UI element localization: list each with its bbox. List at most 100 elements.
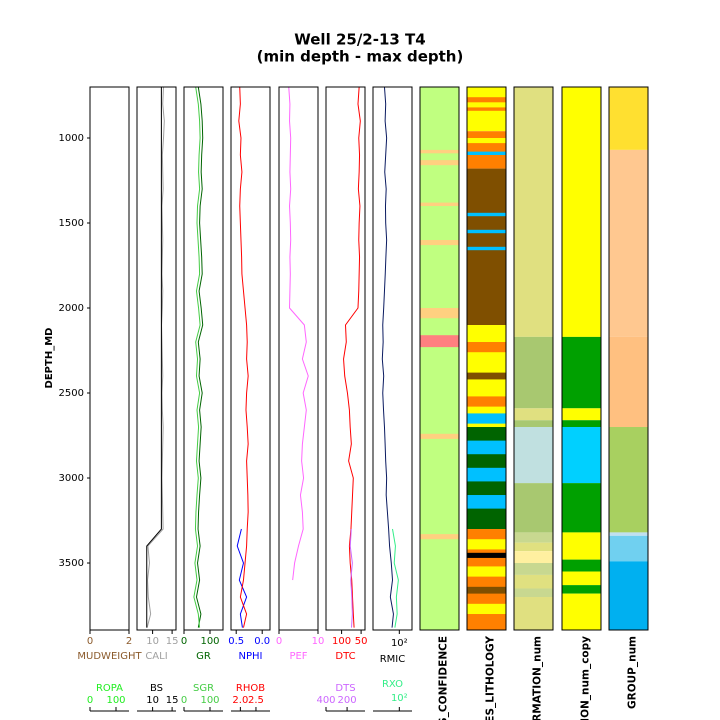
zone-interval bbox=[514, 563, 553, 575]
log-curve bbox=[195, 87, 204, 628]
zone-interval bbox=[514, 408, 553, 421]
x-tick-label: 100 bbox=[200, 636, 219, 647]
x-tick-label: 10 bbox=[146, 695, 159, 706]
curve-name: RXO bbox=[382, 679, 403, 690]
zone-interval bbox=[562, 585, 601, 594]
log-curve bbox=[146, 87, 162, 628]
track-frame bbox=[325, 86, 366, 631]
zone-interval bbox=[467, 566, 506, 577]
y-tick-label: 2500 bbox=[59, 388, 84, 399]
track-name: S_CONFIDENCE bbox=[438, 636, 450, 720]
track-name: RMATION_num bbox=[532, 636, 544, 720]
log-curve bbox=[349, 528, 353, 628]
track-frame bbox=[89, 86, 130, 631]
zone-interval bbox=[467, 552, 506, 558]
log-curve bbox=[288, 87, 309, 581]
zone-interval bbox=[467, 246, 506, 251]
zone-interval bbox=[562, 408, 601, 421]
zone-interval bbox=[467, 586, 506, 594]
zone-interval bbox=[562, 571, 601, 586]
zone-interval bbox=[467, 413, 506, 424]
zone-interval bbox=[467, 440, 506, 455]
zone-interval bbox=[420, 160, 459, 166]
x-tick-label: 0.5 bbox=[228, 636, 244, 647]
zone-interval bbox=[562, 87, 601, 337]
curve-name: CALI bbox=[145, 651, 167, 662]
zone-interval bbox=[467, 138, 506, 144]
zone-interval bbox=[609, 427, 648, 533]
zone-interval bbox=[467, 131, 506, 169]
zone-interval bbox=[562, 420, 601, 428]
track bbox=[146, 87, 165, 628]
zone-interval bbox=[514, 483, 553, 533]
track bbox=[193, 87, 204, 628]
zone-interval bbox=[467, 212, 506, 217]
curve-name: MUDWEIGHT bbox=[77, 651, 142, 662]
zone-interval bbox=[609, 561, 648, 630]
zone-interval bbox=[420, 433, 459, 439]
zone-interval bbox=[420, 308, 459, 319]
log-curve bbox=[238, 87, 249, 628]
curve-name: BS bbox=[150, 683, 163, 694]
zone-interval bbox=[420, 534, 459, 540]
x-tick-label: 200 bbox=[338, 695, 357, 706]
zone-interval bbox=[467, 467, 506, 482]
zone-interval bbox=[467, 396, 506, 407]
zone-interval bbox=[609, 532, 648, 536]
x-tick-label: 2 bbox=[126, 636, 132, 647]
y-tick-label: 3000 bbox=[59, 473, 84, 484]
zone-interval bbox=[514, 336, 553, 409]
chart-subtitle: (min depth - max depth) bbox=[257, 48, 464, 66]
zone-interval bbox=[514, 87, 553, 337]
track bbox=[381, 87, 399, 628]
x-tick-label: 10 bbox=[312, 636, 325, 647]
zone-interval bbox=[562, 593, 601, 630]
zone-interval bbox=[420, 87, 459, 630]
curve-name: ROPA bbox=[96, 683, 123, 694]
x-tick-label: 15 bbox=[166, 695, 179, 706]
x-tick-label: 0 bbox=[276, 636, 282, 647]
zone-interval bbox=[420, 202, 459, 207]
track-frame bbox=[278, 86, 319, 631]
track bbox=[236, 87, 249, 628]
x-tick-label: 2.5 bbox=[248, 695, 264, 706]
track-frame bbox=[419, 86, 460, 631]
x-tick-label: 10² bbox=[391, 638, 408, 649]
curve-name: DTC bbox=[335, 651, 355, 662]
log-curve bbox=[236, 528, 248, 628]
zone-interval bbox=[562, 336, 601, 409]
track-frame bbox=[608, 86, 649, 631]
zone-interval bbox=[609, 87, 648, 150]
curve-name: NPHI bbox=[239, 651, 263, 662]
log-curve bbox=[146, 87, 165, 628]
x-tick-label: 10 bbox=[146, 636, 159, 647]
track-frame bbox=[466, 86, 507, 631]
zone-interval bbox=[514, 597, 553, 630]
log-curve bbox=[343, 87, 361, 628]
curve-name: RMIC bbox=[380, 654, 406, 665]
x-tick-label: 10² bbox=[391, 693, 408, 704]
chart-title: Well 25/2-13 T4 bbox=[294, 31, 425, 49]
zone-interval bbox=[420, 335, 459, 348]
track bbox=[288, 87, 309, 581]
zone-interval bbox=[467, 495, 506, 509]
x-tick-label: 0 bbox=[181, 636, 187, 647]
track-name: TION_num_copy bbox=[580, 636, 592, 720]
zone-interval bbox=[467, 151, 506, 156]
x-tick-label: 100 bbox=[106, 695, 125, 706]
track-frame bbox=[372, 86, 413, 631]
zone-interval bbox=[467, 342, 506, 353]
zone-interval bbox=[514, 551, 553, 564]
zone-interval bbox=[609, 149, 648, 337]
zone-interval bbox=[514, 574, 553, 589]
x-tick-label: 50 bbox=[355, 636, 368, 647]
y-tick-label: 1500 bbox=[59, 218, 84, 229]
x-tick-label: 0 bbox=[87, 636, 93, 647]
track-frame bbox=[230, 86, 271, 631]
zone-interval bbox=[514, 420, 553, 428]
curve-name: DTS bbox=[335, 683, 355, 694]
zone-interval bbox=[562, 532, 601, 560]
y-tick-label: 2000 bbox=[59, 303, 84, 314]
